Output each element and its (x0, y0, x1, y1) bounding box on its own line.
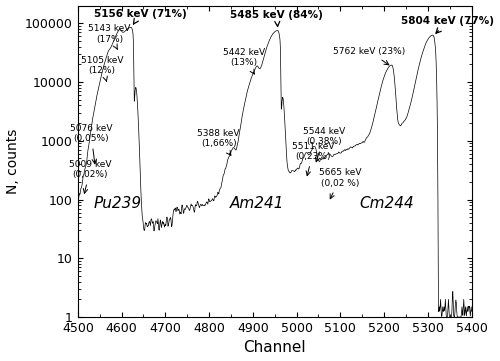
X-axis label: Channel: Channel (244, 340, 306, 356)
Text: 5804 keV (77%): 5804 keV (77%) (401, 16, 494, 33)
Text: 5388 keV
(1,66%): 5388 keV (1,66%) (198, 129, 240, 155)
Text: 5009 keV
(0,02%): 5009 keV (0,02%) (69, 160, 112, 193)
Text: 5442 keV
(13%): 5442 keV (13%) (223, 48, 265, 74)
Text: Cm244: Cm244 (359, 196, 414, 210)
Y-axis label: N, counts: N, counts (6, 129, 20, 194)
Text: 5143 keV
(17%): 5143 keV (17%) (88, 24, 130, 49)
Text: 5485 keV (84%): 5485 keV (84%) (230, 10, 324, 26)
Text: 5076 keV
(0,05%): 5076 keV (0,05%) (70, 124, 112, 164)
Text: 5762 keV (23%): 5762 keV (23%) (332, 47, 405, 65)
Text: Am241: Am241 (230, 196, 284, 210)
Text: 5511 keV
(0,23%): 5511 keV (0,23%) (292, 142, 335, 176)
Text: 5105 keV
(12%): 5105 keV (12%) (80, 56, 123, 81)
Text: 5544 keV
(0,38%): 5544 keV (0,38%) (303, 127, 346, 162)
Text: 5665 keV
(0,02 %): 5665 keV (0,02 %) (319, 168, 362, 199)
Text: 5156 keV (71%): 5156 keV (71%) (94, 9, 187, 24)
Text: Pu239: Pu239 (93, 196, 142, 210)
